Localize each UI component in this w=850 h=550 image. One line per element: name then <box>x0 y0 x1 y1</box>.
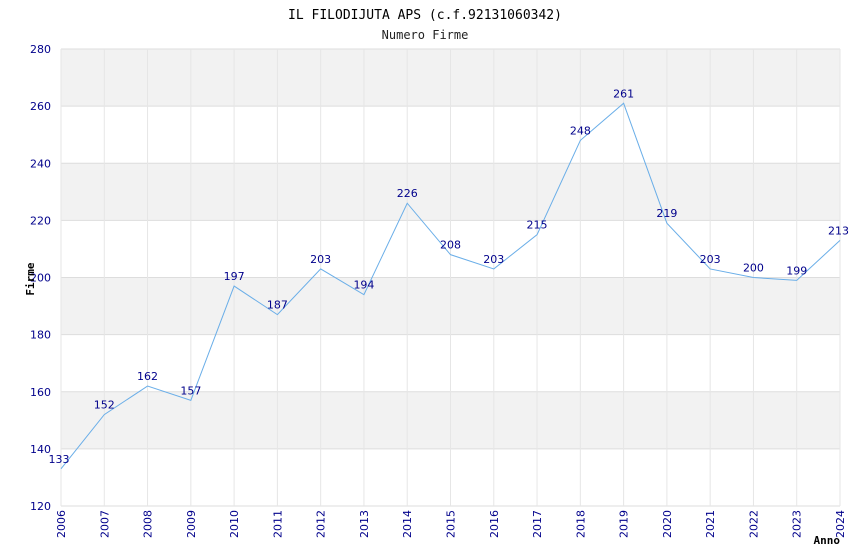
y-tick-label: 180 <box>30 329 51 342</box>
data-label: 133 <box>49 453 70 466</box>
y-axis-ticks: 120 140 160 180 200 220 240 260 280 <box>30 43 51 513</box>
x-tick-label: 2022 <box>747 510 760 538</box>
x-tick-label: 2007 <box>98 510 111 538</box>
y-tick-label: 120 <box>30 500 51 513</box>
data-label: 199 <box>786 264 807 277</box>
data-labels: 133 152 162 157 197 187 203 194 226 208 203 215 248 2… <box>49 87 850 466</box>
x-tick-label: 2009 <box>185 510 198 538</box>
x-tick-label: 2017 <box>531 510 544 538</box>
x-tick-label: 2006 <box>55 510 68 538</box>
y-tick-label: 260 <box>30 100 51 113</box>
y-tick-label: 220 <box>30 214 51 227</box>
x-tick-label: 2010 <box>228 510 241 538</box>
data-label: 194 <box>353 279 374 292</box>
x-tick-label: 2012 <box>315 510 328 538</box>
y-tick-label: 160 <box>30 386 51 399</box>
data-label: 157 <box>180 384 201 397</box>
data-label: 152 <box>94 399 115 412</box>
data-label: 215 <box>527 219 548 232</box>
x-tick-label: 2023 <box>791 510 804 538</box>
x-tick-label: 2021 <box>704 510 717 538</box>
data-label: 261 <box>613 87 634 100</box>
x-tick-label: 2019 <box>618 510 631 538</box>
x-tick-label: 2011 <box>271 510 284 538</box>
y-axis-label: Firme <box>24 262 37 295</box>
x-tick-label: 2008 <box>142 510 155 538</box>
x-tick-label: 2014 <box>401 510 414 538</box>
y-tick-label: 240 <box>30 157 51 170</box>
data-label: 203 <box>483 253 504 266</box>
x-tick-label: 2016 <box>488 510 501 538</box>
chart-subtitle: Numero Firme <box>382 28 469 42</box>
data-label: 213 <box>828 224 849 237</box>
y-tick-label: 140 <box>30 443 51 456</box>
y-tick-label: 200 <box>30 272 51 285</box>
y-tick-label: 280 <box>30 43 51 56</box>
data-label: 197 <box>224 270 245 283</box>
data-label: 203 <box>310 253 331 266</box>
x-axis-ticks: 2006 2007 2008 2009 2010 2011 2012 2013 2014 2015… <box>55 510 847 538</box>
data-label: 162 <box>137 370 158 383</box>
x-tick-label: 2024 <box>834 510 847 538</box>
x-tick-label: 2013 <box>358 510 371 538</box>
data-label: 203 <box>700 253 721 266</box>
data-label: 219 <box>656 207 677 220</box>
data-label: 200 <box>743 262 764 275</box>
data-label: 248 <box>570 124 591 137</box>
grid-bands <box>60 48 841 507</box>
series-line <box>60 102 841 470</box>
data-label: 208 <box>440 239 461 252</box>
x-axis-label: Anno <box>814 534 841 547</box>
x-tick-label: 2015 <box>445 510 458 538</box>
chart-title: IL FILODIJUTA APS (c.f.92131060342) <box>288 8 562 23</box>
x-tick-label: 2018 <box>574 510 587 538</box>
x-tick-label: 2020 <box>661 510 674 538</box>
data-label: 187 <box>267 299 288 312</box>
data-label: 226 <box>397 187 418 200</box>
